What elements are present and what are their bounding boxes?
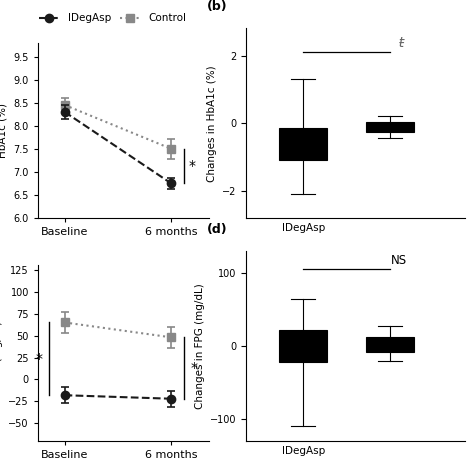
- Y-axis label: HbA1c (%): HbA1c (%): [0, 103, 8, 158]
- Y-axis label: Changes in FPG (mg/dL): Changes in FPG (mg/dL): [195, 283, 205, 409]
- Text: *: *: [188, 159, 195, 173]
- Y-axis label: FPG (mg/dL): FPG (mg/dL): [0, 321, 3, 385]
- Text: ŧ: ŧ: [399, 36, 405, 50]
- PathPatch shape: [366, 337, 414, 352]
- Text: (d): (d): [207, 223, 228, 236]
- Text: *: *: [35, 352, 42, 366]
- Y-axis label: Changes in HbA1c (%): Changes in HbA1c (%): [207, 65, 217, 182]
- Text: *: *: [191, 361, 198, 375]
- Text: NS: NS: [391, 254, 407, 266]
- Text: (b): (b): [207, 0, 228, 13]
- PathPatch shape: [279, 330, 327, 362]
- PathPatch shape: [279, 128, 327, 161]
- Legend: IDegAsp, Control: IDegAsp, Control: [35, 9, 191, 27]
- PathPatch shape: [366, 121, 414, 132]
